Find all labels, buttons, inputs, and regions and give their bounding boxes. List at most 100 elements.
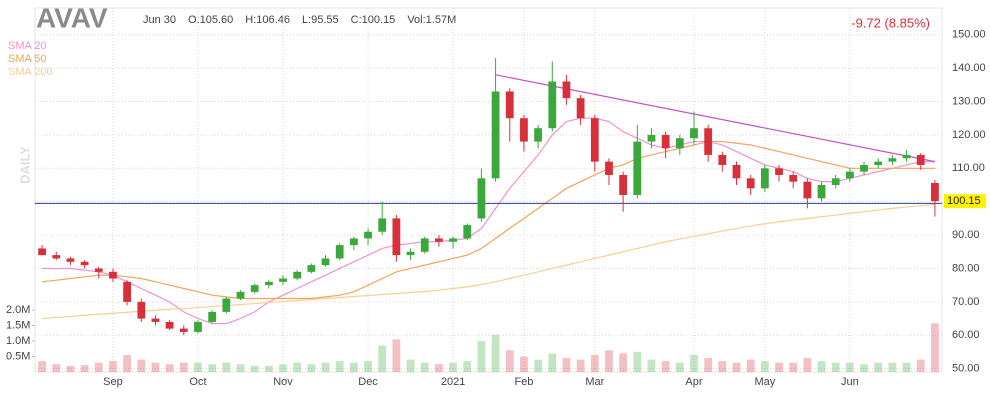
x-tick-label: 2021 xyxy=(441,376,465,388)
volume-bar xyxy=(534,359,542,372)
volume-bar xyxy=(293,362,302,372)
y-tick-label: 110.00 xyxy=(952,162,985,174)
sma-line xyxy=(42,140,935,300)
candle-body xyxy=(605,161,613,175)
candle-body xyxy=(321,258,330,266)
candle-body xyxy=(675,138,684,149)
candle-body xyxy=(775,168,783,175)
candle-body xyxy=(137,301,146,319)
volume-bar xyxy=(605,350,613,372)
volume-bar xyxy=(335,361,344,372)
volume-bar xyxy=(222,362,231,372)
volume-bar xyxy=(874,362,883,372)
volume-bar xyxy=(321,362,330,372)
volume-bar xyxy=(463,361,472,372)
volume-bar xyxy=(165,364,174,372)
candle-body xyxy=(803,181,812,199)
sma-line xyxy=(42,203,935,320)
candle-body xyxy=(52,255,61,259)
candle-body xyxy=(38,248,46,256)
volume-bar xyxy=(194,362,202,372)
volume-bar xyxy=(760,361,769,372)
volume-bar xyxy=(435,364,443,372)
volume-bar xyxy=(236,364,245,372)
candle-body xyxy=(463,225,472,239)
candle-body xyxy=(264,281,273,286)
volume-bar xyxy=(931,323,939,372)
x-tick-label: Feb xyxy=(514,376,533,388)
candle-body xyxy=(817,184,826,199)
volume-bar xyxy=(718,361,727,372)
y-tick-label: 50.00 xyxy=(952,363,980,375)
candle-body xyxy=(661,134,670,149)
candle-body xyxy=(179,328,188,332)
x-tick-label: Dec xyxy=(358,376,378,388)
change: -9.72 (8.85%) xyxy=(851,15,930,30)
volume-bar xyxy=(817,361,826,372)
volume-bar xyxy=(477,341,486,372)
volume-bar xyxy=(831,362,840,372)
y-tick-label: 90.00 xyxy=(952,229,980,241)
x-tick-label: May xyxy=(754,376,775,388)
candle-body xyxy=(831,178,840,185)
volume-bar xyxy=(520,356,528,372)
trend-line xyxy=(495,74,936,163)
candle-body xyxy=(902,154,911,159)
candle-body xyxy=(760,168,769,189)
y-tick-label: 140.00 xyxy=(952,62,986,74)
sma-line xyxy=(42,117,935,325)
volume-bar xyxy=(590,354,599,372)
volume-bar xyxy=(250,365,259,372)
candle-body xyxy=(690,128,698,139)
volume-bar xyxy=(746,359,755,372)
legend-entry: SMA 20 xyxy=(8,40,47,52)
volume-bar xyxy=(279,364,287,372)
candle-body xyxy=(860,164,868,172)
volume-bar xyxy=(94,362,103,372)
candle-body xyxy=(633,141,642,196)
candle-body xyxy=(279,278,287,282)
volume-bar xyxy=(732,362,741,372)
candle-body xyxy=(520,118,528,142)
last-price-box xyxy=(944,194,986,209)
candle-body xyxy=(562,81,571,99)
candle-body xyxy=(420,238,429,252)
volume-bar xyxy=(420,362,429,372)
volume-bar xyxy=(661,361,670,372)
volume-bar xyxy=(364,361,372,372)
volume-bar xyxy=(66,365,75,372)
candle-body xyxy=(590,118,599,162)
volume-bar xyxy=(392,339,401,372)
candle-body xyxy=(364,231,372,239)
candle-body xyxy=(222,298,231,312)
volume-bar xyxy=(52,364,61,372)
candle-body xyxy=(378,218,387,232)
candle-body xyxy=(534,128,542,142)
volume-bar xyxy=(916,359,925,372)
candle-body xyxy=(109,271,117,279)
volume-tick-label: 1.5M xyxy=(6,319,30,331)
y-tick-label: 60.00 xyxy=(952,329,980,341)
volume-bar xyxy=(208,364,217,372)
plot-frame xyxy=(34,7,943,373)
candle-body xyxy=(746,178,755,189)
candle-body xyxy=(704,128,713,155)
candle-body xyxy=(165,321,174,329)
volume-bar xyxy=(264,365,273,372)
volume-bar xyxy=(902,362,911,372)
volume-bar xyxy=(38,361,46,372)
candle-body xyxy=(66,258,75,262)
volume-bar xyxy=(888,362,897,372)
candle-body xyxy=(576,98,585,119)
candle-body xyxy=(293,271,302,279)
volume-bar xyxy=(449,362,457,372)
volume-bar xyxy=(548,353,557,372)
volume-bar xyxy=(307,364,316,372)
legend-entry: SMA 50 xyxy=(8,53,47,65)
candle-body xyxy=(335,245,344,259)
x-tick-label: Apr xyxy=(685,376,702,388)
candle-body xyxy=(916,154,925,165)
volume-bar xyxy=(179,362,188,372)
period-watermark: DAILY xyxy=(17,146,32,184)
